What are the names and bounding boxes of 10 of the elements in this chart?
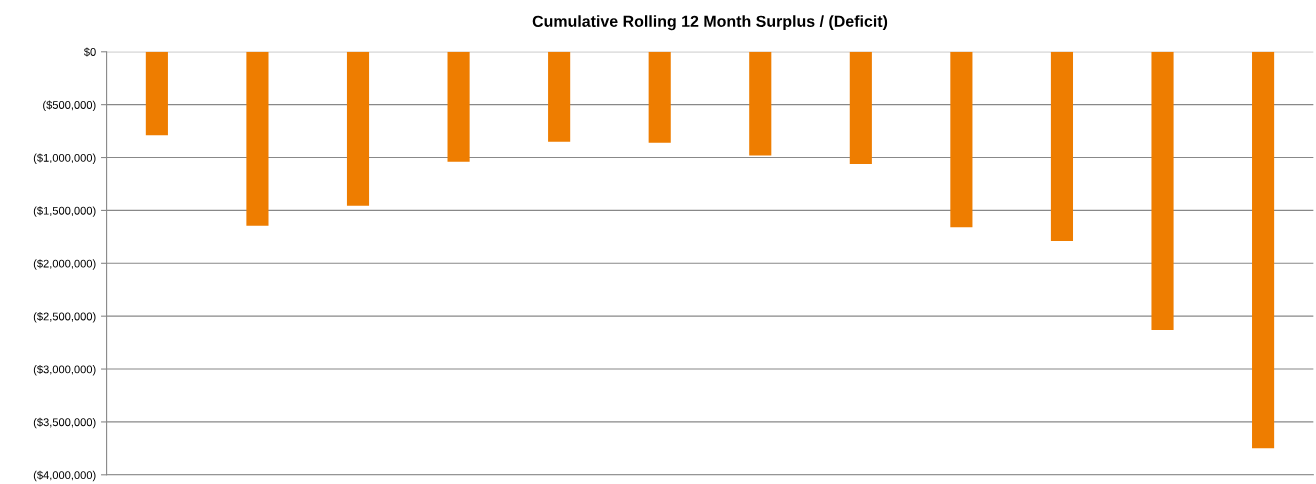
y-tick-label: ($1,500,000) — [33, 206, 96, 217]
y-tick-label: ($2,500,000) — [33, 312, 96, 323]
y-tick-label: ($500,000) — [43, 100, 96, 112]
y-tick-label: $0 — [83, 47, 96, 57]
y-tick-label: ($2,000,000) — [33, 259, 96, 270]
chart-title: Cumulative Rolling 12 Month Surplus / (Deficit) — [532, 15, 888, 31]
y-tick-label: ($3,000,000) — [33, 364, 96, 376]
y-tick-label: ($4,000,000) — [33, 470, 96, 482]
y-tick-label: ($1,000,000) — [33, 153, 96, 164]
y-tick-label: ($3,500,000) — [33, 417, 96, 429]
